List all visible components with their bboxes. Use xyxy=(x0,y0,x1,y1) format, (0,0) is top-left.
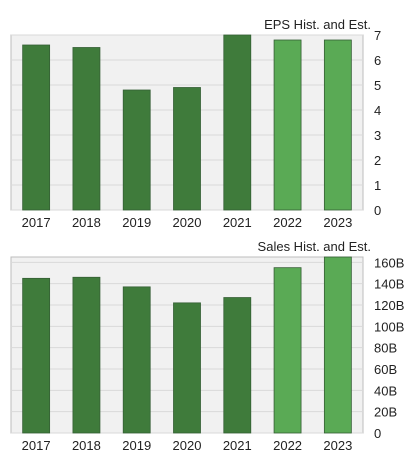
sales-y-tick-label: 0 xyxy=(374,426,381,441)
sales-x-tick-label: 2023 xyxy=(323,438,352,453)
eps-x-tick-label: 2022 xyxy=(273,215,302,228)
sales-bar-2021 xyxy=(223,297,252,434)
eps-y-tick-label: 0 xyxy=(374,203,381,218)
eps-x-tick-label: 2019 xyxy=(122,215,151,228)
eps-y-tick-label: 3 xyxy=(374,128,381,143)
sales-y-tick-label: 140B xyxy=(374,277,404,292)
sales-x-tick-label: 2022 xyxy=(273,438,302,453)
sales-y-tick-label: 120B xyxy=(374,298,404,313)
eps-x-tick-label: 2023 xyxy=(323,215,352,228)
sales-chart-title: Sales Hist. and Est. xyxy=(258,239,371,254)
sales-y-tick-label: 40B xyxy=(374,383,397,398)
eps-y-tick-label: 5 xyxy=(374,78,381,93)
eps-chart: EPS Hist. and Est. 0 1 2 3 4 5 6 7 2017 2018 2019 2… xyxy=(10,17,381,228)
eps-y-tick-label: 4 xyxy=(374,103,381,118)
sales-x-tick-label: 2021 xyxy=(223,438,252,453)
eps-y-tick-label: 7 xyxy=(374,28,381,43)
sales-y-tick-label: 20B xyxy=(374,405,397,420)
sales-bar-2019 xyxy=(122,286,151,434)
sales-bar-2023 xyxy=(323,256,352,434)
sales-x-tick-label: 2017 xyxy=(22,438,51,453)
eps-x-tick-label: 2020 xyxy=(173,215,202,228)
eps-y-tick-label: 6 xyxy=(374,53,381,68)
eps-bar-2023 xyxy=(323,39,352,211)
eps-x-tick-label: 2018 xyxy=(72,215,101,228)
sales-bar-2020 xyxy=(173,302,201,434)
eps-bar-2021 xyxy=(223,34,252,211)
sales-bar-2017 xyxy=(22,277,51,434)
eps-chart-title: EPS Hist. and Est. xyxy=(264,17,371,32)
eps-x-tick-label: 2017 xyxy=(22,215,51,228)
sales-x-tick-label: 2019 xyxy=(122,438,151,453)
sales-y-tick-label: 100B xyxy=(374,319,404,334)
sales-chart: Sales Hist. and Est. 0 20B 40B 60B 80B 100B 12… xyxy=(10,239,404,453)
sales-bar-2022 xyxy=(273,267,302,434)
sales-y-tick-label: 60B xyxy=(374,362,397,377)
eps-y-tick-label: 2 xyxy=(374,153,381,168)
sales-bar-2018 xyxy=(72,276,101,434)
eps-bar-2017 xyxy=(22,44,51,211)
eps-bar-2018 xyxy=(72,47,101,211)
sales-y-tick-label: 160B xyxy=(374,255,404,270)
eps-bar-2020 xyxy=(173,87,201,211)
eps-bar-2019 xyxy=(122,89,151,211)
sales-y-tick-label: 80B xyxy=(374,341,397,356)
sales-x-tick-label: 2018 xyxy=(72,438,101,453)
eps-y-tick-label: 1 xyxy=(374,178,381,193)
eps-bar-2022 xyxy=(273,39,302,211)
eps-x-tick-label: 2021 xyxy=(223,215,252,228)
sales-x-tick-label: 2020 xyxy=(173,438,202,453)
